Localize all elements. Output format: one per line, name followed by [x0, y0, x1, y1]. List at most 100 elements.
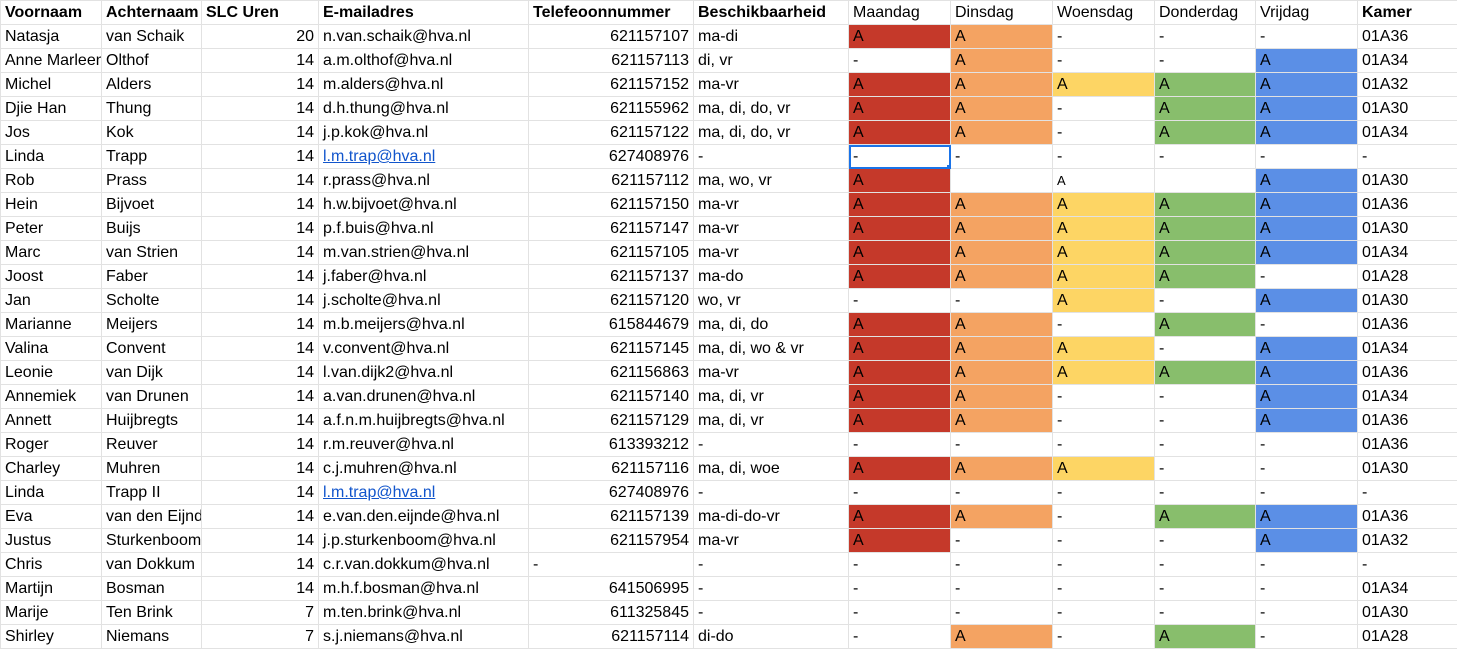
cell-achternaam[interactable]: Sturkenboom [101, 528, 202, 553]
email-link[interactable]: l.m.trap@hva.nl [323, 484, 436, 501]
cell-voornaam[interactable]: Eva [0, 504, 102, 529]
cell-donderdag[interactable]: - [1154, 288, 1256, 313]
cell-kamer[interactable]: - [1357, 144, 1457, 169]
cell-donderdag[interactable]: - [1154, 408, 1256, 433]
cell-achternaam[interactable]: Faber [101, 264, 202, 289]
cell-dinsdag[interactable]: A [950, 48, 1053, 73]
cell-maandag[interactable]: - [848, 480, 951, 505]
cell-dinsdag[interactable]: A [950, 240, 1053, 265]
cell-slc-uren[interactable]: 14 [201, 240, 319, 265]
cell-voornaam[interactable]: Rob [0, 168, 102, 193]
cell-slc-uren[interactable]: 14 [201, 576, 319, 601]
cell-vrijdag[interactable]: A [1255, 192, 1358, 217]
cell-beschikbaarheid[interactable]: ma-di-do-vr [693, 504, 849, 529]
header-maandag[interactable]: Maandag [848, 0, 951, 25]
cell-donderdag[interactable]: - [1154, 336, 1256, 361]
cell-beschikbaarheid[interactable]: - [693, 576, 849, 601]
cell-donderdag[interactable]: - [1154, 456, 1256, 481]
cell-donderdag[interactable]: A [1154, 120, 1256, 145]
cell-telefoon[interactable]: 641506995 [528, 576, 694, 601]
cell-achternaam[interactable]: Buijs [101, 216, 202, 241]
cell-slc-uren[interactable]: 7 [201, 624, 319, 649]
cell-slc-uren[interactable]: 14 [201, 168, 319, 193]
cell-maandag[interactable]: A [848, 24, 951, 49]
cell-dinsdag[interactable]: - [950, 480, 1053, 505]
cell-woensdag[interactable]: - [1052, 48, 1155, 73]
cell-woensdag[interactable]: A [1052, 456, 1155, 481]
cell-telefoon[interactable]: 621157140 [528, 384, 694, 409]
cell-telefoon[interactable]: 621157122 [528, 120, 694, 145]
cell-kamer[interactable]: 01A34 [1357, 240, 1457, 265]
cell-maandag[interactable]: A [848, 120, 951, 145]
cell-telefoon[interactable]: 621157145 [528, 336, 694, 361]
cell-achternaam[interactable]: Niemans [101, 624, 202, 649]
cell-dinsdag[interactable]: A [950, 456, 1053, 481]
cell-vrijdag[interactable]: A [1255, 384, 1358, 409]
cell-maandag[interactable]: - [848, 432, 951, 457]
cell-dinsdag[interactable]: A [950, 504, 1053, 529]
cell-vrijdag[interactable]: A [1255, 528, 1358, 553]
cell-voornaam[interactable]: Marc [0, 240, 102, 265]
cell-voornaam[interactable]: Jan [0, 288, 102, 313]
cell-maandag[interactable]: A [848, 456, 951, 481]
cell-woensdag[interactable]: - [1052, 624, 1155, 649]
cell-donderdag[interactable]: - [1154, 576, 1256, 601]
cell-dinsdag[interactable] [950, 168, 1053, 193]
cell-kamer[interactable]: 01A34 [1357, 48, 1457, 73]
cell-email[interactable]: v.convent@hva.nl [318, 336, 529, 361]
cell-beschikbaarheid[interactable]: ma-di [693, 24, 849, 49]
cell-voornaam[interactable]: Roger [0, 432, 102, 457]
cell-donderdag[interactable]: A [1154, 312, 1256, 337]
cell-donderdag[interactable]: - [1154, 384, 1256, 409]
cell-woensdag[interactable]: - [1052, 432, 1155, 457]
cell-donderdag[interactable]: A [1154, 216, 1256, 241]
cell-telefoon[interactable]: 621157114 [528, 624, 694, 649]
cell-achternaam[interactable]: van Schaik [101, 24, 202, 49]
cell-vrijdag[interactable]: - [1255, 576, 1358, 601]
cell-kamer[interactable]: 01A36 [1357, 432, 1457, 457]
cell-kamer[interactable]: 01A30 [1357, 456, 1457, 481]
cell-voornaam[interactable]: Annemiek [0, 384, 102, 409]
cell-beschikbaarheid[interactable]: ma, di, do [693, 312, 849, 337]
header-email[interactable]: E-mailadres [318, 0, 529, 25]
cell-kamer[interactable]: 01A30 [1357, 600, 1457, 625]
cell-dinsdag[interactable]: A [950, 360, 1053, 385]
cell-beschikbaarheid[interactable]: ma-vr [693, 240, 849, 265]
cell-email[interactable]: j.scholte@hva.nl [318, 288, 529, 313]
cell-voornaam[interactable]: Joost [0, 264, 102, 289]
cell-voornaam[interactable]: Anne Marleen [0, 48, 102, 73]
cell-slc-uren[interactable]: 14 [201, 144, 319, 169]
cell-voornaam[interactable]: Linda [0, 144, 102, 169]
cell-woensdag[interactable]: A [1052, 72, 1155, 97]
cell-achternaam[interactable]: Meijers [101, 312, 202, 337]
cell-vrijdag[interactable]: A [1255, 72, 1358, 97]
cell-donderdag[interactable]: - [1154, 432, 1256, 457]
cell-email[interactable]: j.p.kok@hva.nl [318, 120, 529, 145]
cell-voornaam[interactable]: Marije [0, 600, 102, 625]
cell-telefoon[interactable]: 621157120 [528, 288, 694, 313]
cell-dinsdag[interactable]: - [950, 432, 1053, 457]
cell-vrijdag[interactable]: - [1255, 24, 1358, 49]
cell-dinsdag[interactable]: - [950, 576, 1053, 601]
cell-slc-uren[interactable]: 14 [201, 480, 319, 505]
cell-kamer[interactable]: 01A30 [1357, 168, 1457, 193]
cell-donderdag[interactable] [1154, 168, 1256, 193]
header-beschikbaarheid[interactable]: Beschikbaarheid [693, 0, 849, 25]
cell-telefoon[interactable]: 621157954 [528, 528, 694, 553]
cell-maandag[interactable]: A [848, 240, 951, 265]
cell-slc-uren[interactable]: 14 [201, 384, 319, 409]
cell-beschikbaarheid[interactable]: ma-vr [693, 192, 849, 217]
cell-maandag[interactable]: A [848, 360, 951, 385]
cell-slc-uren[interactable]: 14 [201, 216, 319, 241]
cell-email[interactable]: l.m.trap@hva.nl [318, 144, 529, 169]
cell-vrijdag[interactable]: A [1255, 96, 1358, 121]
cell-woensdag[interactable]: A [1052, 216, 1155, 241]
cell-vrijdag[interactable]: A [1255, 168, 1358, 193]
cell-donderdag[interactable]: - [1154, 48, 1256, 73]
cell-kamer[interactable]: 01A36 [1357, 24, 1457, 49]
cell-dinsdag[interactable]: A [950, 72, 1053, 97]
cell-telefoon[interactable]: 611325845 [528, 600, 694, 625]
cell-email[interactable]: a.f.n.m.huijbregts@hva.nl [318, 408, 529, 433]
cell-email[interactable]: r.prass@hva.nl [318, 168, 529, 193]
cell-donderdag[interactable]: A [1154, 72, 1256, 97]
